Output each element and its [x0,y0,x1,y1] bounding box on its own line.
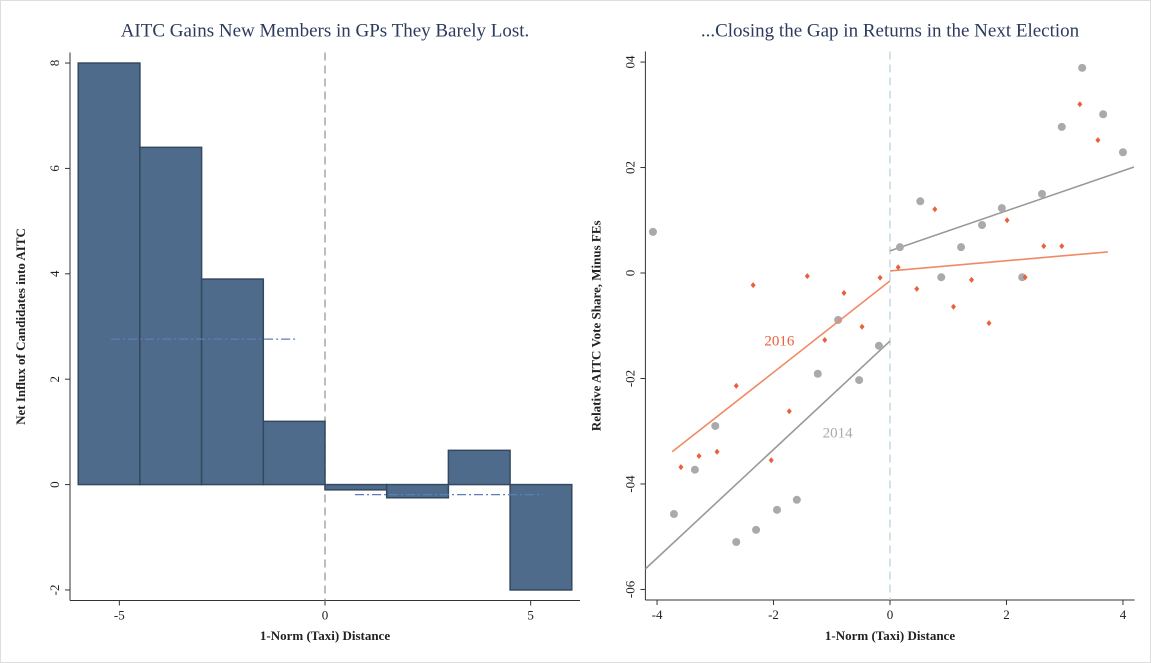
point [969,276,975,283]
point [786,408,792,415]
point [822,336,828,343]
point [914,285,920,292]
point [1077,101,1083,108]
point [773,505,782,514]
point [733,382,739,389]
point [932,206,938,213]
point [834,315,843,324]
point [696,453,702,460]
x-tick-label: 0 [887,607,894,622]
point [750,282,756,289]
x-axis-label: 1-Norm (Taxi) Distance [825,628,955,643]
point [1059,243,1065,250]
point [841,290,847,297]
fit-line [644,340,891,570]
point [813,369,822,378]
x-tick-label: 4 [1120,607,1127,622]
series-label: 2016 [764,334,795,350]
y-tick-label: 4 [47,270,62,277]
y-tick-label: -02 [622,370,637,387]
point [1099,110,1108,119]
y-tick-label: -2 [47,585,62,596]
point [895,264,901,271]
point [957,243,966,252]
point [1004,217,1010,224]
x-tick-label: 2 [1003,607,1010,622]
point [1041,243,1047,250]
point [874,341,883,350]
point [1057,122,1066,131]
x-tick-label: 0 [322,607,329,622]
histogram-bar [200,278,265,486]
point [895,243,904,252]
point [978,221,987,230]
histogram-bar [385,483,450,499]
histogram-bar [139,146,203,486]
y-tick-label: 8 [47,60,62,67]
point [792,495,801,504]
point [916,197,925,206]
point [997,204,1006,213]
x-tick-label: -2 [768,607,779,622]
histogram-bar [324,483,388,491]
y-tick-label: 02 [622,161,637,174]
y-axis-label: Relative AITC Vote Share, Minus FEs [588,220,603,431]
series-label: 2014 [823,425,854,441]
point [732,537,741,546]
point [768,457,774,464]
x-axis-label: 1-Norm (Taxi) Distance [260,628,390,643]
chart-title: AITC Gains New Members in GPs They Barel… [121,20,530,41]
y-tick-label: -04 [622,475,637,493]
histogram-bar [509,483,573,591]
y-tick-label: 0 [47,481,62,488]
point [1018,273,1027,282]
point [877,274,883,281]
fit-line [671,280,891,453]
y-tick-label: 04 [622,55,637,69]
point [1022,274,1028,281]
point [711,421,720,430]
point [1118,148,1127,157]
point [855,376,864,385]
point [752,525,761,534]
y-axis-label: Net Influx of Candidates into AITC [13,228,28,425]
point [678,464,684,471]
x-tick-label: 5 [527,607,534,622]
x-tick-label: -5 [114,607,125,622]
fit-line [889,251,1108,272]
x-tick-label: -4 [652,607,663,622]
histogram-bar [77,62,141,486]
histogram-bar [262,420,326,486]
point [1038,189,1047,198]
y-tick-label: 2 [47,376,62,383]
point [937,273,946,282]
point [859,323,865,330]
y-tick-label: -06 [622,580,637,598]
point [690,465,699,474]
y-tick-label: 6 [47,165,62,172]
point [986,320,992,327]
point [669,510,678,519]
point [950,303,956,310]
point [714,448,720,455]
point [1078,63,1087,72]
fit-line [889,166,1135,252]
point [1095,137,1101,144]
point [648,227,657,236]
chart-title: ...Closing the Gap in Returns in the Nex… [701,20,1080,41]
point [804,273,810,280]
histogram-bar [447,449,511,486]
y-tick-label: 0 [622,270,637,277]
